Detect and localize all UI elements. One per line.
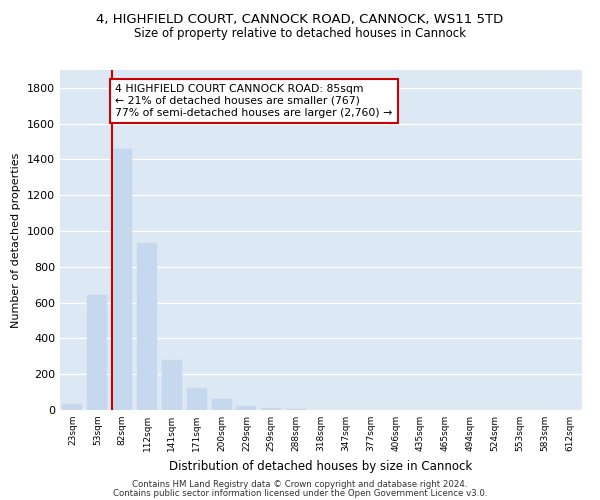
Text: Contains HM Land Registry data © Crown copyright and database right 2024.: Contains HM Land Registry data © Crown c… (132, 480, 468, 489)
Text: Contains public sector information licensed under the Open Government Licence v3: Contains public sector information licen… (113, 489, 487, 498)
X-axis label: Distribution of detached houses by size in Cannock: Distribution of detached houses by size … (169, 460, 473, 472)
Text: 4 HIGHFIELD COURT CANNOCK ROAD: 85sqm
← 21% of detached houses are smaller (767): 4 HIGHFIELD COURT CANNOCK ROAD: 85sqm ← … (115, 84, 392, 117)
Bar (162, 360, 182, 410)
Bar (262, 408, 281, 410)
Y-axis label: Number of detached properties: Number of detached properties (11, 152, 22, 328)
Bar (212, 400, 232, 410)
Bar (137, 242, 157, 410)
Bar (286, 409, 306, 410)
Bar (88, 296, 107, 410)
Bar (236, 406, 256, 410)
Text: 4, HIGHFIELD COURT, CANNOCK ROAD, CANNOCK, WS11 5TD: 4, HIGHFIELD COURT, CANNOCK ROAD, CANNOC… (97, 12, 503, 26)
Text: Size of property relative to detached houses in Cannock: Size of property relative to detached ho… (134, 28, 466, 40)
Bar (187, 388, 206, 410)
Bar (62, 404, 82, 410)
Bar (112, 148, 132, 410)
